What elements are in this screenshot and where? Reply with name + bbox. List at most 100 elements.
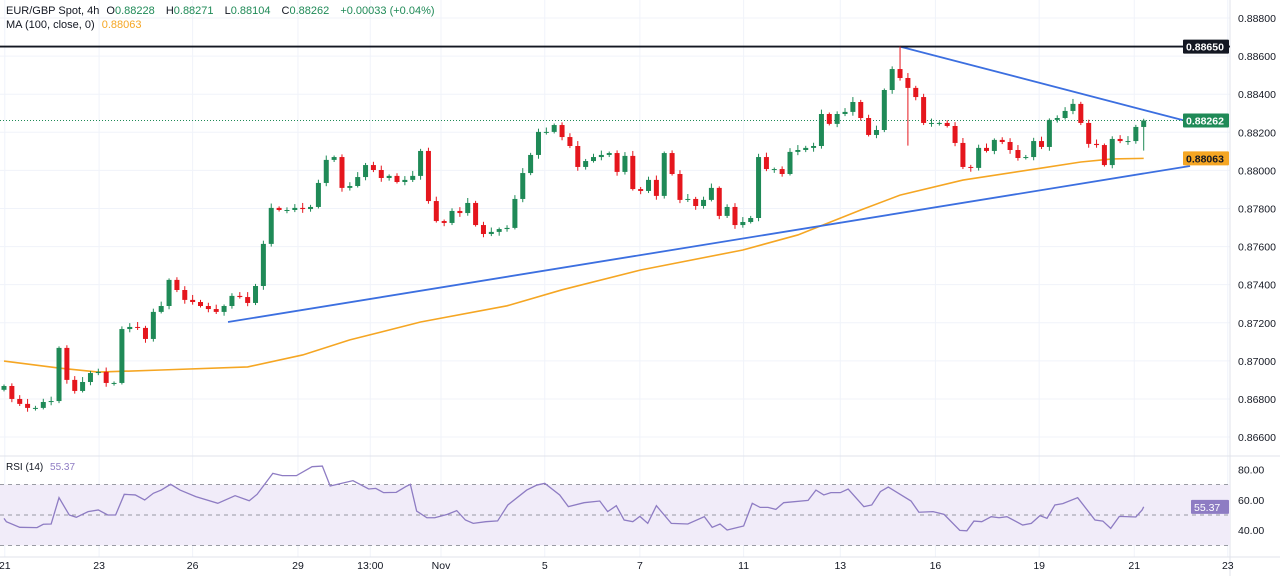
candle-body — [960, 142, 966, 167]
candle — [1109, 136, 1115, 169]
candle-body — [1054, 118, 1060, 120]
candle — [504, 225, 510, 232]
candle — [873, 125, 879, 139]
candle — [858, 99, 864, 121]
candle-body — [991, 139, 997, 151]
candle-body — [693, 198, 699, 206]
candle-body — [512, 198, 518, 228]
candle — [56, 346, 62, 404]
candle — [826, 112, 832, 126]
candle-body — [496, 229, 502, 232]
candle — [150, 308, 156, 342]
candle-body — [944, 122, 950, 126]
candle — [598, 150, 604, 161]
candle — [237, 292, 243, 299]
price-tick-label: 0.87400 — [1238, 280, 1276, 292]
candle-body — [182, 290, 188, 300]
candle-body — [64, 347, 70, 380]
candle — [1007, 138, 1013, 154]
time-tick-label: 13:00 — [357, 560, 383, 572]
candle — [284, 207, 290, 214]
candle — [771, 167, 777, 173]
rsi-value: 55.37 — [50, 462, 76, 473]
price-tick-label: 0.87200 — [1238, 318, 1276, 330]
low-value: 0.88104 — [230, 5, 271, 17]
price-label-ma — [1183, 151, 1229, 166]
candle — [378, 165, 384, 182]
candle — [1015, 145, 1021, 161]
candle — [253, 283, 259, 306]
candle — [968, 164, 974, 172]
candle-body — [72, 379, 78, 391]
candle-body — [174, 279, 180, 290]
candle — [386, 174, 392, 181]
candle — [984, 143, 989, 153]
candle — [716, 186, 722, 220]
candle-body — [315, 182, 321, 207]
candle — [1117, 135, 1123, 144]
candle — [803, 145, 809, 153]
candle — [630, 150, 636, 191]
candle — [347, 182, 353, 191]
candle-body — [300, 207, 306, 210]
candle-body — [158, 306, 164, 312]
candle — [756, 153, 762, 222]
candle — [575, 141, 581, 171]
candle-body — [787, 151, 793, 174]
candle — [9, 383, 15, 403]
candle — [496, 227, 502, 236]
candle-body — [685, 198, 691, 200]
candle — [591, 153, 596, 163]
candle — [1141, 118, 1147, 151]
candle — [842, 108, 848, 117]
candle-body — [95, 371, 101, 374]
candle — [410, 170, 416, 182]
candle — [834, 111, 840, 128]
candle-body — [567, 137, 573, 146]
candle-body — [638, 189, 644, 191]
candle-body — [268, 207, 274, 244]
candle — [653, 175, 659, 200]
ma-value: 0.88063 — [101, 19, 142, 31]
candle — [976, 144, 982, 171]
rsi-last-label-text: 55.37 — [1194, 502, 1220, 514]
candle — [300, 202, 306, 213]
candle-body — [591, 157, 596, 162]
candle — [748, 215, 754, 224]
candle — [221, 304, 227, 316]
candle-body — [1133, 126, 1139, 142]
price-label-resistance — [1183, 39, 1229, 54]
candle-body — [418, 150, 424, 176]
candle-body — [708, 187, 714, 200]
candle-body — [213, 309, 219, 312]
candle — [669, 150, 675, 176]
price-tick-label: 0.88200 — [1238, 127, 1276, 139]
candle — [142, 325, 148, 343]
candle — [512, 195, 518, 230]
price-tick-label: 0.88000 — [1238, 165, 1276, 177]
candle-body — [111, 382, 117, 384]
rsi-tick-label: 80.00 — [1238, 464, 1264, 476]
candle-body — [473, 202, 479, 226]
candle — [229, 293, 235, 309]
price-tick-label: 0.88600 — [1238, 51, 1276, 63]
candle — [135, 322, 141, 330]
candle — [818, 109, 824, 149]
candle — [1054, 115, 1060, 123]
candle-body — [48, 401, 54, 403]
candle — [245, 292, 251, 307]
candle — [535, 128, 541, 159]
candle-body — [260, 243, 266, 286]
candle — [190, 294, 196, 305]
candle-body — [284, 210, 290, 211]
candle-body — [528, 154, 534, 174]
candle-body — [701, 199, 707, 206]
candle — [661, 151, 667, 199]
candle-body — [1101, 145, 1107, 166]
candle — [488, 227, 494, 237]
candle — [881, 88, 887, 133]
candle-body — [598, 154, 604, 158]
candle-body — [323, 159, 329, 183]
candle — [103, 367, 109, 387]
